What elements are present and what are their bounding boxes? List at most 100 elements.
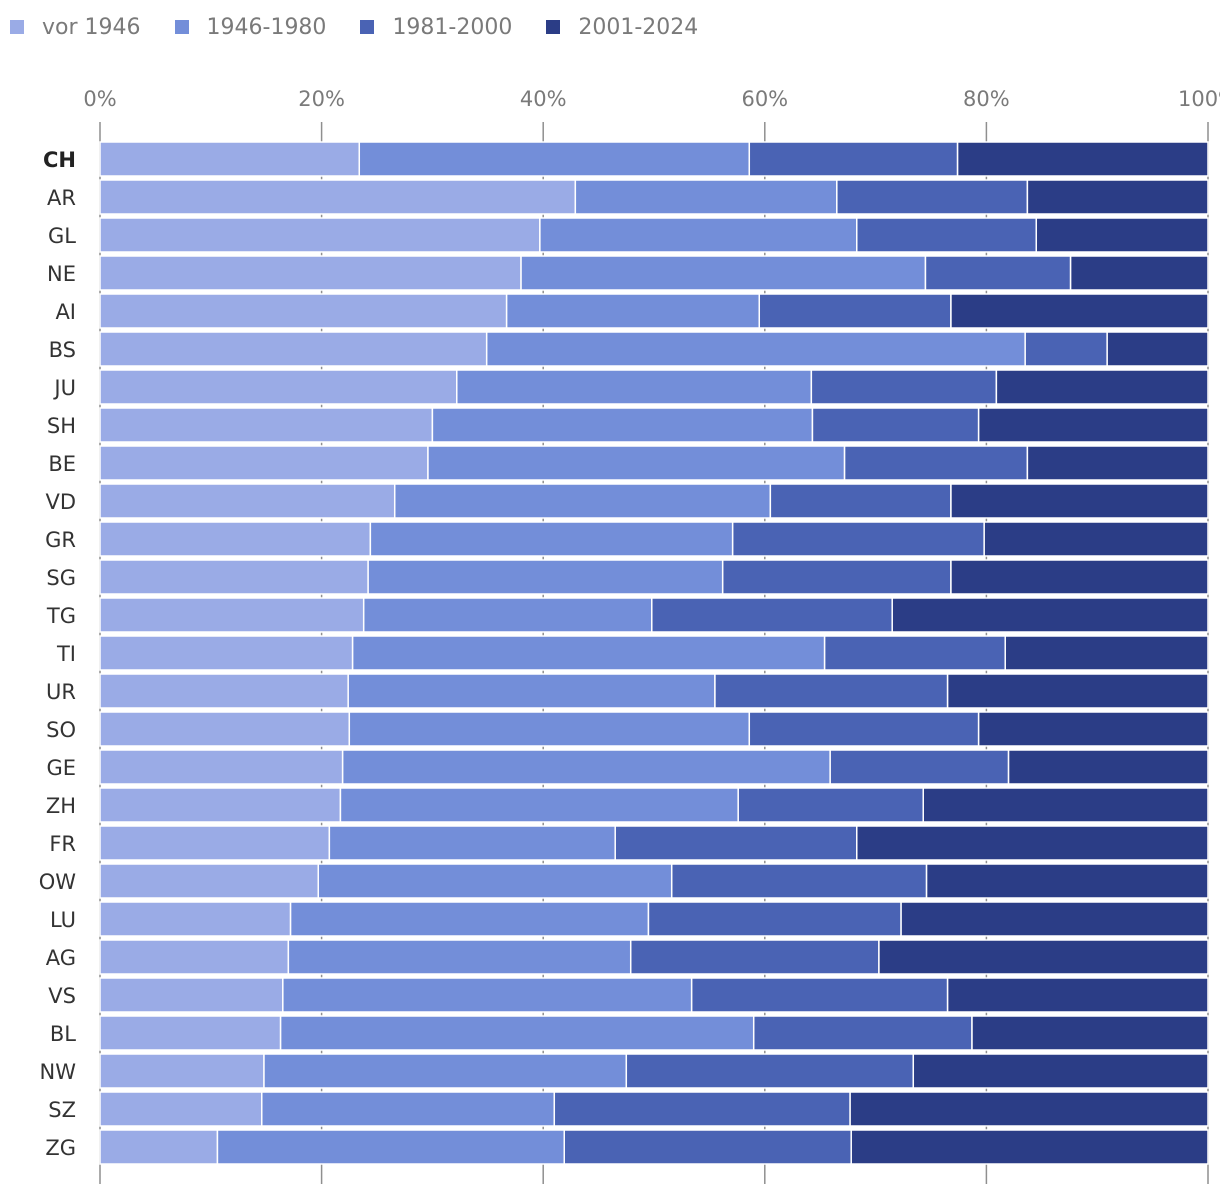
legend-item[interactable]: 1946-1980: [174, 15, 326, 40]
bar-segment[interactable]: BS – vor 1946: 34.9%: [99, 331, 488, 367]
bar-segment[interactable]: SG – 1981-2000: 20.6%: [721, 559, 952, 595]
bar-segment[interactable]: TI – 1981-2000: 16.3%: [823, 635, 1006, 671]
bar-segment[interactable]: UR – 1946-1980: 33.1%: [347, 673, 716, 709]
bar-segment[interactable]: VS – 1946-1980: 36.9%: [282, 977, 693, 1013]
bar-segment[interactable]: AR – vor 1946: 42.9%: [99, 179, 577, 215]
bar-segment[interactable]: LU – 2001-2024: 27.7%: [900, 901, 1209, 937]
bar-segment[interactable]: SH – 1946-1980: 34.3%: [431, 407, 814, 443]
bar-segment[interactable]: VD – 2001-2024: 23.2%: [950, 483, 1209, 519]
bar-segment[interactable]: SZ – 2001-2024: 32.3%: [849, 1091, 1209, 1127]
bar-segment[interactable]: SO – 1946-1980: 36.1%: [348, 711, 751, 747]
bar-segment[interactable]: FR – 1981-2000: 21.8%: [614, 825, 858, 861]
bar-segment[interactable]: GL – 2001-2024: 15.5%: [1035, 217, 1209, 253]
bar-segment[interactable]: CH – 2001-2024: 22.6%: [956, 141, 1209, 177]
bar-segment[interactable]: AR – 2001-2024: 16.3%: [1026, 179, 1209, 215]
bar-segment[interactable]: VS – 1981-2000: 23.1%: [690, 977, 949, 1013]
bar-segment[interactable]: AI – 2001-2024: 23.2%: [950, 293, 1209, 329]
bar-segment[interactable]: AG – 2001-2024: 29.7%: [878, 939, 1209, 975]
bar-segment[interactable]: GE – 2001-2024: 18%: [1007, 749, 1209, 785]
bar-segment[interactable]: BE – 1946-1980: 37.6%: [427, 445, 846, 481]
bar-segment[interactable]: BL – 1981-2000: 19.7%: [752, 1015, 973, 1051]
bar-segment[interactable]: FR – 2001-2024: 31.7%: [856, 825, 1209, 861]
bar-segment[interactable]: TG – 2001-2024: 28.5%: [891, 597, 1209, 633]
bar-segment[interactable]: AI – 1946-1980: 22.8%: [505, 293, 761, 329]
bar-segment[interactable]: TI – vor 1946: 22.8%: [99, 635, 354, 671]
bar-segment[interactable]: UR – vor 1946: 22.4%: [99, 673, 349, 709]
bar-segment[interactable]: VS – 2001-2024: 23.5%: [946, 977, 1209, 1013]
bar-segment[interactable]: SO – 1981-2000: 20.7%: [748, 711, 980, 747]
bar-segment[interactable]: JU – 1981-2000: 16.7%: [810, 369, 998, 405]
bar-segment[interactable]: LU – vor 1946: 17.2%: [99, 901, 292, 937]
bar-segment[interactable]: ZG – 2001-2024: 32.2%: [850, 1129, 1209, 1165]
bar-segment[interactable]: SZ – vor 1946: 14.6%: [99, 1091, 263, 1127]
bar-segment[interactable]: AG – vor 1946: 17%: [99, 939, 290, 975]
bar-segment[interactable]: ZH – 2001-2024: 25.7%: [922, 787, 1209, 823]
bar-segment[interactable]: ZG – vor 1946: 10.6%: [99, 1129, 219, 1165]
bar-segment[interactable]: GE – 1981-2000: 16.1%: [829, 749, 1010, 785]
legend-item[interactable]: 1981-2000: [360, 15, 512, 40]
bar-segment[interactable]: GL – 1946-1980: 28.6%: [539, 217, 858, 253]
bar-segment[interactable]: JU – vor 1946: 32.2%: [99, 369, 458, 405]
bar-segment[interactable]: GE – vor 1946: 21.9%: [99, 749, 344, 785]
bar-segment[interactable]: BE – vor 1946: 29.6%: [99, 445, 429, 481]
bar-segment[interactable]: SH – 1981-2000: 15%: [811, 407, 980, 443]
bar-segment[interactable]: NE – 1981-2000: 13.1%: [924, 255, 1072, 291]
bar-segment[interactable]: OW – vor 1946: 19.7%: [99, 863, 320, 899]
bar-segment[interactable]: UR – 2001-2024: 23.5%: [946, 673, 1209, 709]
bar-segment[interactable]: BL – 2001-2024: 21.3%: [971, 1015, 1209, 1051]
bar-segment[interactable]: NW – 2001-2024: 26.6%: [912, 1053, 1209, 1089]
bar-segment[interactable]: ZG – 1946-1980: 31.3%: [216, 1129, 566, 1165]
bar-segment[interactable]: FR – 1946-1980: 25.8%: [328, 825, 616, 861]
bar-segment[interactable]: AR – 1981-2000: 17.2%: [836, 179, 1029, 215]
bar-segment[interactable]: CH – 1981-2000: 18.8%: [748, 141, 959, 177]
bar-segment[interactable]: GR – 1981-2000: 22.7%: [731, 521, 985, 557]
bar-segment[interactable]: SG – 2001-2024: 23.2%: [950, 559, 1209, 595]
bar-segment[interactable]: SO – 2001-2024: 20.7%: [977, 711, 1209, 747]
bar-segment[interactable]: SH – 2001-2024: 20.7%: [977, 407, 1209, 443]
bar-segment[interactable]: BS – 1946-1980: 48.6%: [485, 331, 1026, 367]
bar-segment[interactable]: SH – vor 1946: 30%: [99, 407, 434, 443]
bar-segment[interactable]: VD – 1946-1980: 33.9%: [393, 483, 772, 519]
bar-segment[interactable]: GL – vor 1946: 39.7%: [99, 217, 541, 253]
bar-segment[interactable]: GE – 1946-1980: 44%: [341, 749, 831, 785]
bar-segment[interactable]: AR – 1946-1980: 23.6%: [574, 179, 838, 215]
bar-segment[interactable]: FR – vor 1946: 20.7%: [99, 825, 331, 861]
bar-segment[interactable]: SZ – 1981-2000: 26.7%: [553, 1091, 851, 1127]
bar-segment[interactable]: BS – 1981-2000: 7.4%: [1024, 331, 1108, 367]
bar-segment[interactable]: JU – 1946-1980: 32%: [456, 369, 813, 405]
bar-segment[interactable]: NW – 1946-1980: 32.7%: [263, 1053, 628, 1089]
bar-segment[interactable]: JU – 2001-2024: 19.1%: [995, 369, 1209, 405]
bar-segment[interactable]: BS – 2001-2024: 9.1%: [1106, 331, 1209, 367]
bar-segment[interactable]: ZH – vor 1946: 21.7%: [99, 787, 342, 823]
bar-segment[interactable]: ZH – 1981-2000: 16.7%: [737, 787, 924, 823]
bar-segment[interactable]: SG – vor 1946: 24.2%: [99, 559, 369, 595]
bar-segment[interactable]: TI – 2001-2024: 18.3%: [1004, 635, 1209, 671]
bar-segment[interactable]: ZG – 1981-2000: 25.9%: [563, 1129, 852, 1165]
bar-segment[interactable]: GL – 1981-2000: 16.2%: [856, 217, 1038, 253]
bar-segment[interactable]: NW – vor 1946: 14.8%: [99, 1053, 265, 1089]
bar-segment[interactable]: OW – 2001-2024: 25.4%: [925, 863, 1209, 899]
bar-segment[interactable]: VD – 1981-2000: 16.3%: [769, 483, 952, 519]
legend-item[interactable]: 2001-2024: [546, 15, 698, 40]
bar-segment[interactable]: TG – 1946-1980: 26%: [362, 597, 653, 633]
bar-segment[interactable]: TG – 1981-2000: 21.7%: [651, 597, 893, 633]
bar-segment[interactable]: BL – 1946-1980: 42.7%: [279, 1015, 755, 1051]
bar-segment[interactable]: CH – 1946-1980: 35.2%: [358, 141, 751, 177]
bar-segment[interactable]: BE – 2001-2024: 16.3%: [1026, 445, 1209, 481]
bar-segment[interactable]: NE – 1946-1980: 36.5%: [520, 255, 927, 291]
bar-segment[interactable]: GR – 1946-1980: 32.7%: [369, 521, 734, 557]
bar-segment[interactable]: NE – vor 1946: 38%: [99, 255, 522, 291]
bar-segment[interactable]: LU – 1946-1980: 32.3%: [289, 901, 650, 937]
bar-segment[interactable]: TG – vor 1946: 23.8%: [99, 597, 365, 633]
bar-segment[interactable]: AI – vor 1946: 36.7%: [99, 293, 508, 329]
bar-segment[interactable]: AI – 1981-2000: 17.3%: [758, 293, 952, 329]
bar-segment[interactable]: SZ – 1946-1980: 26.4%: [261, 1091, 556, 1127]
bar-segment[interactable]: GR – vor 1946: 24.4%: [99, 521, 372, 557]
bar-segment[interactable]: NE – 2001-2024: 12.4%: [1069, 255, 1209, 291]
bar-segment[interactable]: CH – vor 1946: 23.4%: [99, 141, 361, 177]
bar-segment[interactable]: BE – 1981-2000: 16.5%: [843, 445, 1029, 481]
bar-segment[interactable]: AG – 1946-1980: 30.9%: [287, 939, 632, 975]
bar-segment[interactable]: GR – 2001-2024: 20.2%: [983, 521, 1209, 557]
bar-segment[interactable]: ZH – 1946-1980: 35.9%: [339, 787, 739, 823]
bar-segment[interactable]: SO – vor 1946: 22.5%: [99, 711, 351, 747]
